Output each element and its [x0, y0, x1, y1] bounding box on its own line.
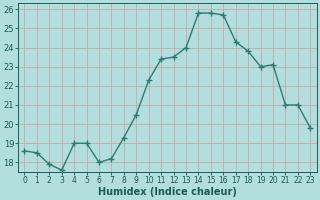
- X-axis label: Humidex (Indice chaleur): Humidex (Indice chaleur): [98, 187, 237, 197]
